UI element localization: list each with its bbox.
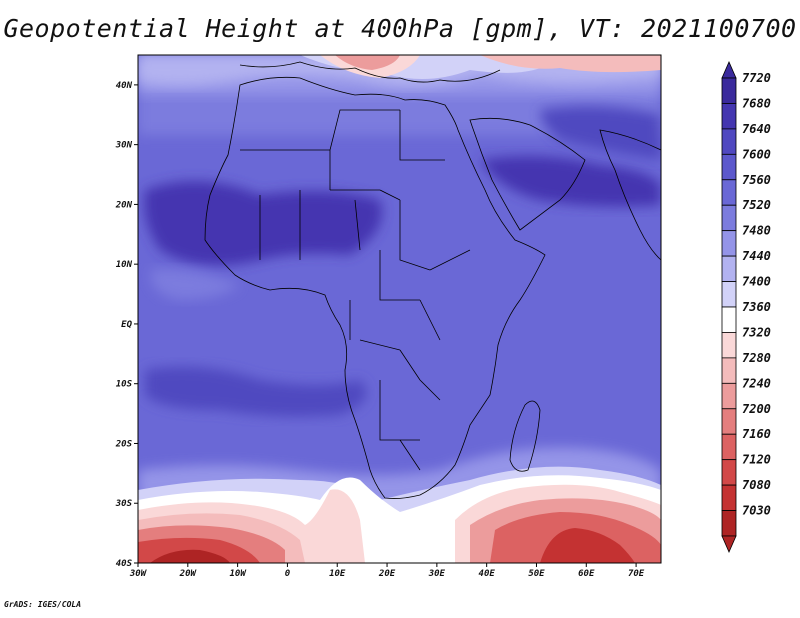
colorbar-swatch [721, 408, 737, 435]
colorbar-level-label: 7120 [742, 453, 771, 467]
colorbar-swatch [721, 281, 737, 308]
colorbar-level-label: 7560 [742, 173, 771, 187]
colorbar-swatch [721, 332, 737, 359]
lon-tick-label: 30W [129, 569, 148, 579]
india-coastline [599, 129, 661, 261]
colorbar-level-label: 7600 [742, 147, 771, 161]
colorbar-swatch [721, 433, 737, 461]
lon-tick-label: 0 [285, 569, 291, 579]
colorbar-swatch [721, 103, 737, 130]
colorbar-swatch [721, 128, 737, 155]
colorbar-swatch [721, 77, 737, 104]
colorbar-swatch [721, 230, 737, 257]
colorbar-level-label: 7320 [742, 325, 771, 339]
colorbar-swatch [721, 204, 737, 232]
lat-tick-label: 20N [115, 200, 133, 210]
lat-tick-label: 40N [116, 81, 133, 91]
lon-tick-label: 20W [179, 569, 198, 579]
colorbar-swatch [721, 153, 737, 181]
colorbar-swatch [721, 510, 737, 537]
lon-tick-label: 50E [528, 569, 545, 579]
credit-label: GrADS: IGES/COLA [4, 600, 82, 609]
lon-tick-label: 20E [378, 569, 396, 579]
lat-tick-label: 10S [116, 380, 133, 390]
lon-tick-label: 30E [428, 569, 446, 579]
colorbar-level-label: 7240 [742, 376, 771, 390]
colorbar-swatch [721, 306, 737, 333]
colorbar-level-label: 7520 [742, 198, 771, 212]
colorbar: 7720 7680 7640 7600 7560 7520 7480 7440 7400 7360… [721, 61, 771, 553]
height-field [138, 55, 661, 563]
plot-frame [137, 54, 662, 564]
lat-tick-label: 20S [115, 439, 133, 449]
lat-tick-label: 40S [116, 559, 133, 569]
arabia-coastline [469, 117, 586, 231]
colorbar-top-arrow [721, 61, 737, 79]
colorbar-level-label: 7480 [742, 224, 771, 238]
colorbar-swatch [721, 255, 737, 282]
lon-tick-label: 10W [229, 569, 247, 579]
map-title: Geopotential Height at 400hPa [gpm], VT:… [3, 14, 797, 43]
colorbar-level-label: 7080 [742, 478, 771, 492]
lat-tick-label: 10N [116, 260, 133, 270]
colorbar-level-label: 7720 [742, 71, 771, 85]
colorbar-level-label: 7280 [742, 351, 771, 365]
colorbar-level-label: 7680 [742, 96, 771, 110]
colorbar-level-label: 7640 [742, 122, 771, 136]
colorbar-level-label: 7440 [742, 249, 771, 263]
lon-tick-label: 40E [479, 569, 496, 579]
lon-tick-label: 60E [578, 569, 595, 579]
colorbar-swatch [721, 484, 737, 511]
colorbar-level-label: 7200 [742, 402, 771, 416]
coastlines [204, 61, 661, 499]
lon-tick-label: 10E [329, 569, 346, 579]
colorbar-swatch [721, 382, 737, 410]
colorbar-bottom-arrow [721, 535, 737, 553]
lat-tick-label: 30S [115, 499, 133, 509]
colorbar-swatch [721, 179, 737, 206]
lat-tick-label: 30N [115, 141, 133, 151]
colorbar-level-label: 7030 [742, 504, 771, 518]
lon-tick-label: 70E [628, 569, 645, 579]
madagascar-coastline [509, 400, 541, 472]
colorbar-level-label: 7360 [742, 300, 771, 314]
colorbar-swatch [721, 357, 737, 384]
lat-tick-label: EQ [121, 320, 132, 330]
colorbar-level-label: 7160 [742, 427, 771, 441]
colorbar-level-label: 7400 [742, 275, 771, 289]
europe-coastline [239, 61, 501, 83]
africa-coastline [204, 76, 546, 499]
colorbar-swatch [721, 459, 737, 486]
